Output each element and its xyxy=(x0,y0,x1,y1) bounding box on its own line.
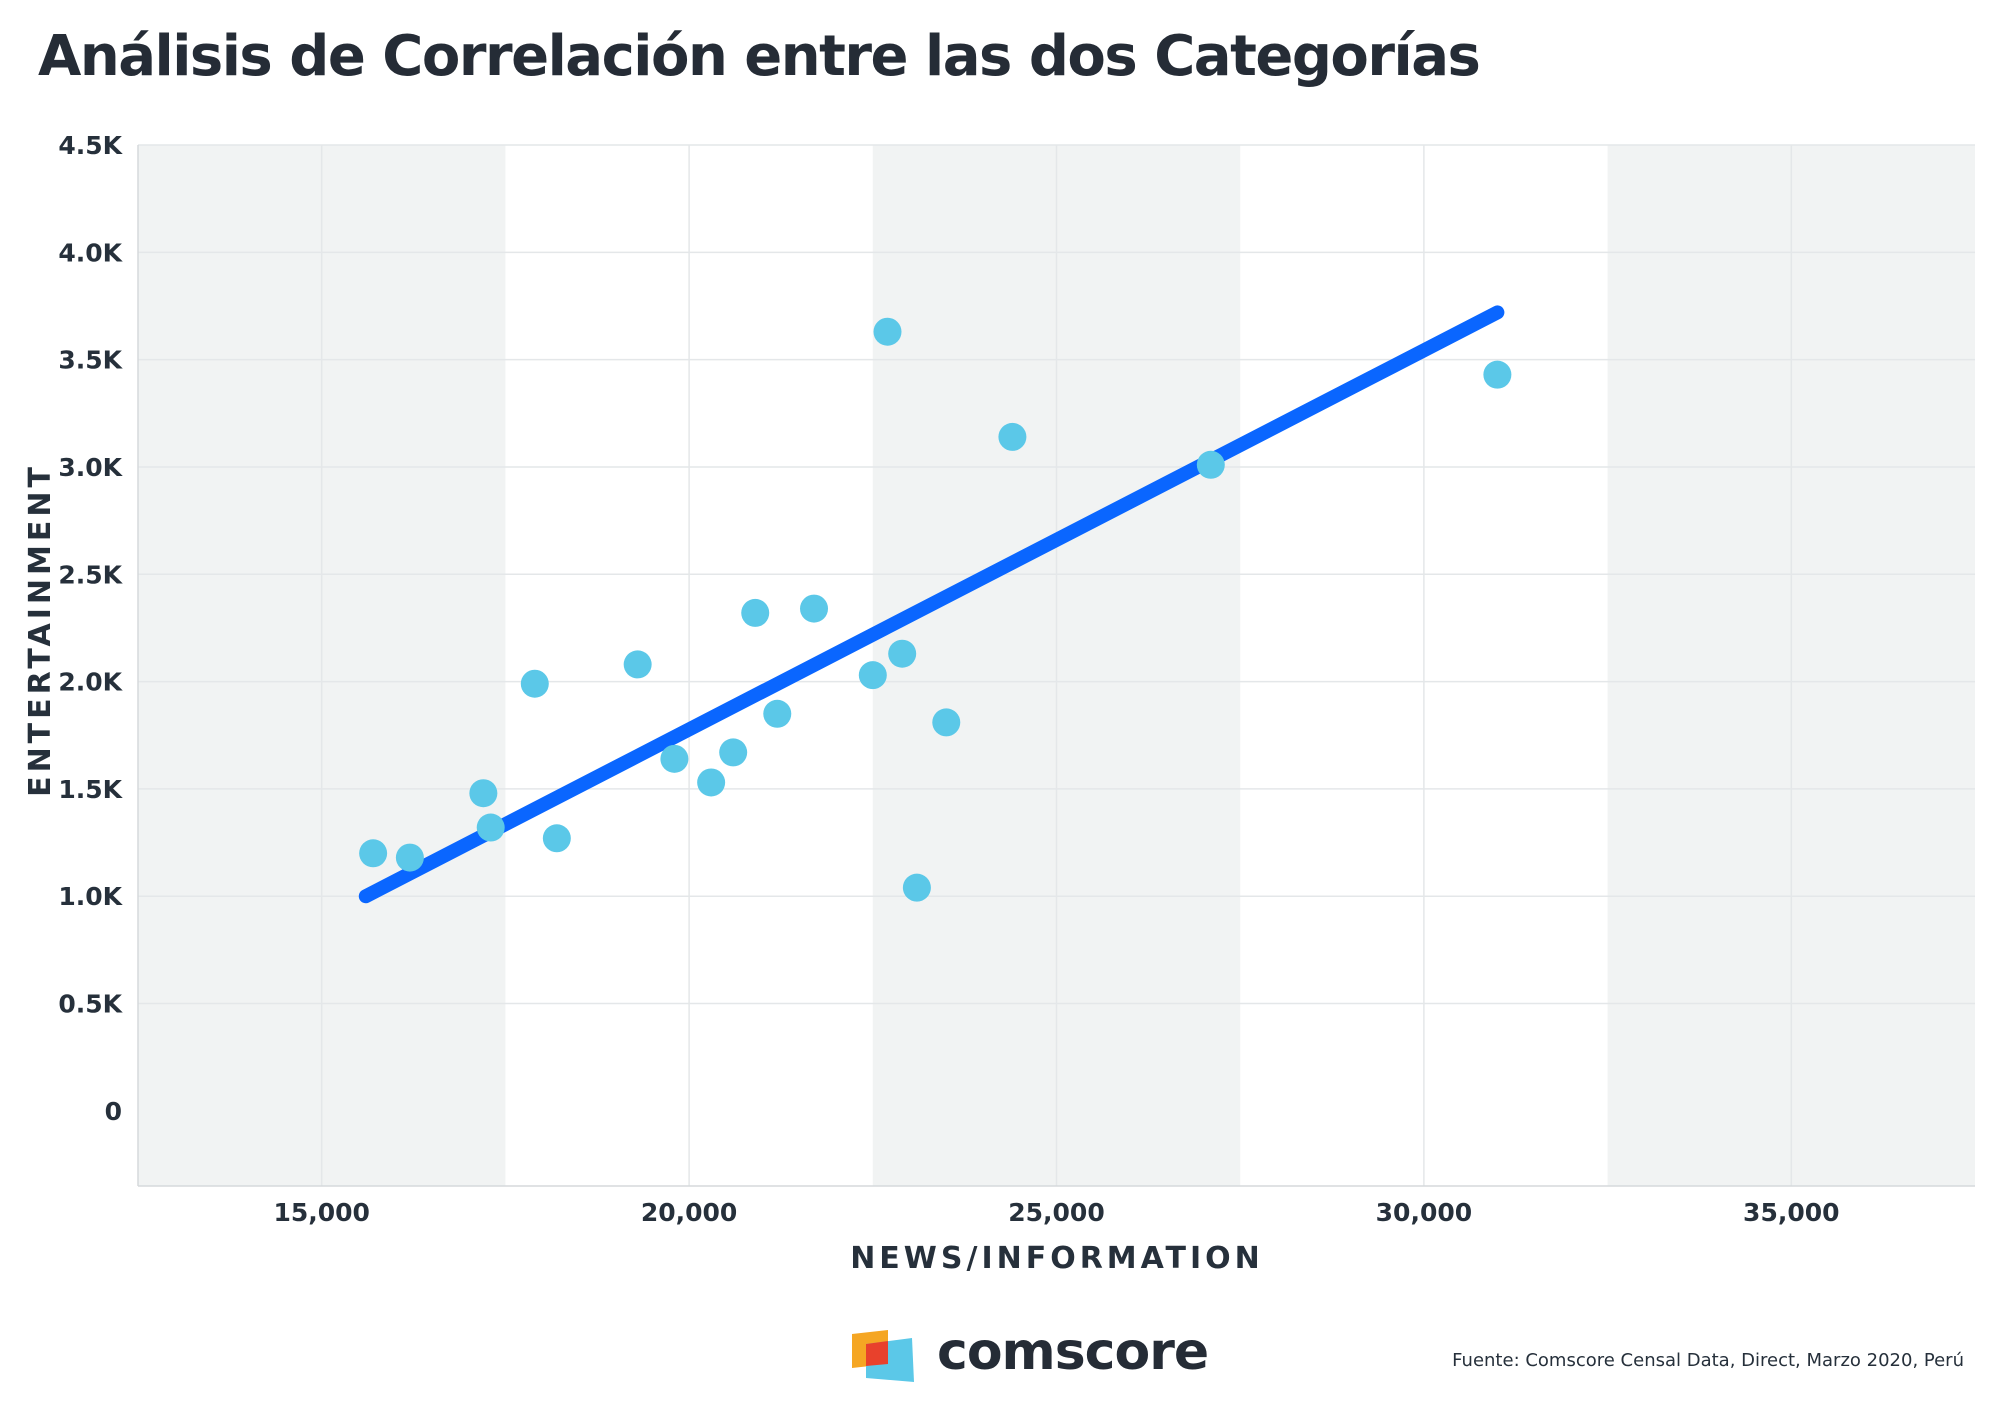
y-axis-ticks: 0 0.5K 1.0K 1.5K 2.0K 2.5K 3.0K 3.5K 4.0K 4.5K xyxy=(58,131,123,1126)
data-point xyxy=(660,744,689,773)
data-point xyxy=(902,873,931,902)
y-tick-label: 4.0K xyxy=(58,238,123,267)
trendline xyxy=(358,305,1505,904)
y-tick-label: 3.0K xyxy=(58,453,123,482)
data-point xyxy=(800,594,829,623)
data-point xyxy=(623,650,652,679)
data-point xyxy=(542,824,571,853)
gridlines xyxy=(137,144,1975,1187)
data-point xyxy=(520,669,549,698)
data-point xyxy=(998,422,1027,451)
trendline-group xyxy=(358,305,1505,904)
data-point xyxy=(697,768,726,797)
data-point xyxy=(1483,360,1512,389)
data-point xyxy=(719,738,748,767)
data-point xyxy=(469,779,498,808)
data-points xyxy=(359,317,1512,902)
data-point xyxy=(1196,450,1225,479)
y-axis-label: ENTERTAINMENT xyxy=(23,463,58,797)
x-axis-ticks: 15,000 20,000 25,000 30,000 35,000 xyxy=(273,1198,1839,1227)
chart-title: Análisis de Correlación entre las dos Ca… xyxy=(38,24,1481,89)
data-point xyxy=(741,598,770,627)
x-tick-label: 30,000 xyxy=(1376,1198,1472,1227)
y-tick-label: 2.5K xyxy=(58,560,123,589)
x-tick-label: 15,000 xyxy=(273,1198,369,1227)
data-point xyxy=(359,839,388,868)
data-point xyxy=(763,699,792,728)
y-tick-label: 1.5K xyxy=(58,775,123,804)
x-tick-label: 20,000 xyxy=(641,1198,737,1227)
data-point xyxy=(932,708,961,737)
brand-name: comscore xyxy=(937,1322,1209,1382)
data-point xyxy=(873,317,902,346)
y-tick-label: 2.0K xyxy=(58,668,123,697)
y-tick-label: 3.5K xyxy=(58,346,123,375)
y-tick-label: 1.0K xyxy=(58,882,123,911)
y-tick-label: 0.5K xyxy=(58,990,123,1019)
comscore-logo-icon xyxy=(852,1330,914,1382)
x-axis-label: NEWS/INFORMATION xyxy=(850,1241,1264,1276)
data-point xyxy=(395,843,424,872)
x-tick-label: 35,000 xyxy=(1743,1198,1839,1227)
data-point xyxy=(888,639,917,668)
x-tick-label: 25,000 xyxy=(1008,1198,1104,1227)
source-note: Fuente: Comscore Censal Data, Direct, Ma… xyxy=(1452,1350,1964,1371)
y-tick-label: 0 xyxy=(105,1097,122,1126)
y-tick-label: 4.5K xyxy=(58,131,123,160)
data-point xyxy=(858,661,887,690)
data-point xyxy=(476,813,505,842)
